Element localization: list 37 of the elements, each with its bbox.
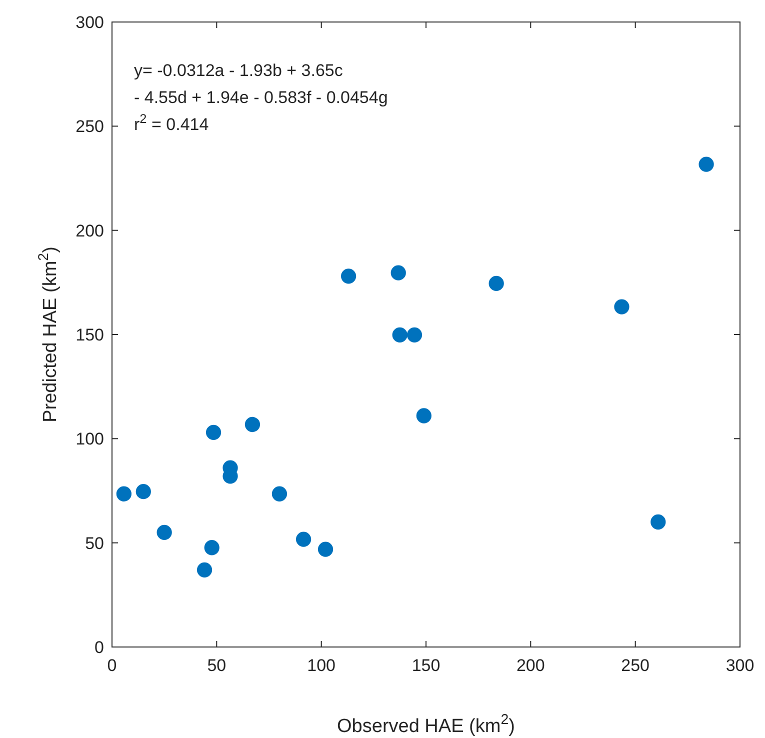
- annotation: r$^{2}$ = 0.414: [134, 110, 209, 134]
- point: [416, 408, 432, 424]
- point: [392, 327, 408, 342]
- x-axis-title: Observed HAE (km$^{2}$): [337, 712, 515, 737]
- point: [196, 562, 212, 578]
- point: [206, 424, 222, 440]
- x-tick-label: 100: [307, 656, 336, 675]
- annotation: y= -0.0312a - 1.93b + 3.65c: [134, 61, 344, 80]
- point: [318, 542, 334, 557]
- y-tick-label: 150: [76, 325, 104, 344]
- y-tick-label: 100: [76, 430, 104, 449]
- annotation: - 4.55d + 1.94e - 0.583f - 0.0454g: [134, 88, 388, 107]
- point: [136, 484, 151, 500]
- y-tick-label: 0: [94, 638, 104, 657]
- point: [488, 276, 504, 292]
- y-tick-label: 250: [76, 117, 104, 136]
- point: [698, 156, 714, 172]
- point: [116, 486, 132, 502]
- x-tick-label: 300: [726, 656, 754, 675]
- x-tick-label: 150: [412, 656, 440, 675]
- point: [340, 268, 356, 284]
- point: [650, 514, 666, 530]
- point: [614, 299, 630, 314]
- point: [390, 265, 406, 280]
- y-tick-label: 200: [76, 221, 104, 240]
- point: [296, 532, 312, 547]
- x-tick-label: 200: [516, 656, 545, 675]
- point: [204, 540, 220, 556]
- point: [156, 524, 172, 540]
- point: [406, 327, 422, 342]
- y-tick-label: 50: [85, 534, 104, 553]
- x-tick-label: 250: [621, 656, 650, 675]
- point: [272, 486, 288, 502]
- y-tick-label: 300: [76, 12, 104, 32]
- point: [244, 416, 260, 432]
- x-tick-label: 50: [207, 656, 226, 675]
- x-tick-label: 0: [107, 656, 117, 675]
